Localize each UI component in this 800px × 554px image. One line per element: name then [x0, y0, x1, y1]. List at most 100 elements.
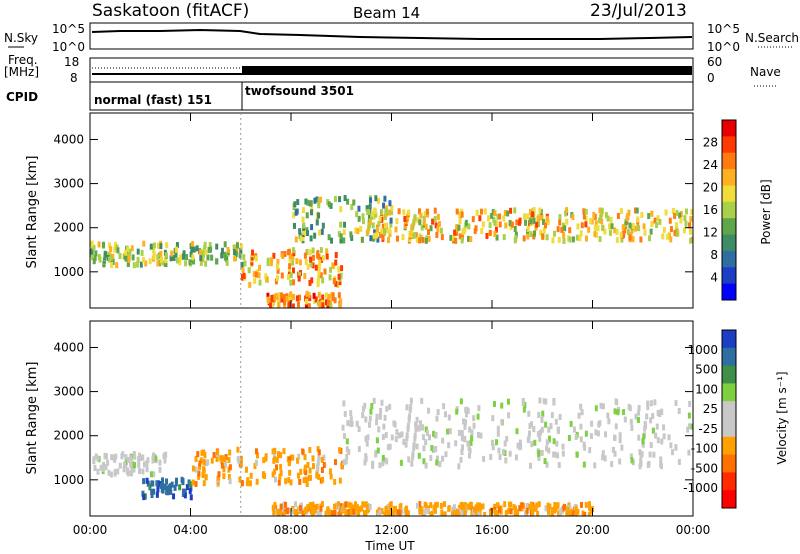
velocity-echo-cell: [649, 417, 653, 424]
power-echo-cell: [225, 259, 229, 266]
velocity-echo-cell: [342, 459, 346, 466]
velocity-echo-cell: [639, 458, 643, 465]
power-echo-cell: [292, 222, 296, 229]
velocity-echo-cell: [167, 484, 171, 491]
power-echo-cell: [558, 219, 562, 226]
velocity-echo-cell: [320, 456, 324, 463]
power-echo-cell: [451, 234, 455, 241]
power-colorbar-swatch: [722, 283, 736, 301]
power-echo-cell: [357, 205, 361, 212]
power-echo-cell: [130, 245, 134, 252]
velocity-echo-cell: [472, 422, 476, 429]
power-echo-cell: [539, 229, 543, 236]
nsearch-label: N.Search: [745, 31, 799, 45]
velocity-echo-cell: [124, 458, 128, 465]
power-echo-cell: [682, 227, 686, 234]
power-echo-cell: [257, 272, 261, 279]
power-echo-cell: [378, 215, 382, 222]
velocity-echo-cell: [537, 411, 541, 418]
power-echo-cell: [381, 234, 385, 241]
power-echo-cell: [310, 209, 314, 216]
power-echo-cell: [524, 219, 528, 226]
power-echo-cell: [533, 230, 537, 237]
velocity-echo-cell: [522, 502, 526, 509]
velocity-echo-cell: [161, 477, 165, 484]
velocity-ylabel: Slant Range [km]: [25, 362, 40, 475]
velocity-echo-cell: [367, 506, 371, 513]
power-echo-cell: [156, 253, 160, 260]
velocity-echo-cell: [432, 446, 436, 453]
power-echo-cell: [156, 260, 160, 267]
velocity-echo-cell: [433, 507, 437, 514]
power-echo-cell: [291, 303, 295, 308]
power-colorbar-label: Power [dB]: [759, 179, 773, 244]
power-echo-cell: [600, 210, 604, 217]
nave-tick-top: 60: [707, 55, 722, 69]
xtick-label: 20:00: [575, 523, 610, 537]
power-colorbar-tick: 16: [703, 203, 718, 217]
velocity-echo-cell: [202, 458, 206, 465]
velocity-echo-cell: [311, 501, 315, 508]
velocity-echo-cell: [432, 430, 436, 437]
power-echo-cell: [270, 257, 274, 264]
power-echo-cell: [159, 243, 163, 250]
power-echo-cell: [679, 217, 683, 224]
power-echo-cell: [368, 203, 372, 210]
power-echo-cell: [320, 256, 324, 263]
velocity-echo-cell: [540, 416, 544, 423]
power-echo-cell: [189, 243, 193, 250]
velocity-echo-cell: [392, 505, 396, 512]
velocity-echo-cell: [394, 511, 398, 516]
velocity-echo-cell: [659, 408, 663, 415]
power-echo-cell: [584, 221, 588, 228]
power-heatmap: [90, 195, 693, 308]
velocity-echo-cell: [178, 484, 182, 491]
velocity-echo-cell: [555, 440, 559, 447]
power-echo-cell: [667, 232, 671, 239]
power-echo-cell: [382, 202, 386, 209]
velocity-echo-cell: [434, 502, 438, 509]
velocity-echo-cell: [361, 501, 365, 508]
power-echo-cell: [308, 249, 312, 256]
power-echo-cell: [277, 298, 281, 305]
velocity-echo-cell: [537, 455, 541, 462]
velocity-echo-cell: [352, 508, 356, 515]
velocity-echo-cell: [189, 494, 193, 501]
power-echo-cell: [139, 261, 143, 268]
power-echo-cell: [306, 199, 310, 206]
velocity-echo-cell: [468, 426, 472, 433]
power-echo-cell: [458, 233, 462, 240]
power-echo-cell: [254, 255, 258, 262]
velocity-echo-cell: [472, 415, 476, 422]
power-echo-cell: [303, 252, 307, 259]
velocity-echo-cell: [296, 457, 300, 464]
cpid-label: CPID: [6, 90, 38, 104]
velocity-echo-cell: [435, 455, 439, 462]
power-echo-cell: [529, 231, 533, 238]
power-echo-cell: [584, 208, 588, 215]
velocity-echo-cell: [109, 471, 113, 478]
power-echo-cell: [190, 246, 194, 253]
velocity-colorbar-swatch: [722, 454, 736, 473]
power-echo-cell: [288, 294, 292, 301]
power-echo-cell: [106, 251, 110, 258]
power-echo-cell: [619, 207, 623, 214]
velocity-echo-cell: [304, 469, 308, 476]
velocity-echo-cell: [121, 451, 125, 458]
velocity-echo-cell: [315, 470, 319, 477]
velocity-echo-cell: [221, 455, 225, 462]
nsky-trace: [91, 28, 693, 40]
velocity-echo-cell: [514, 505, 518, 512]
power-echo-cell: [598, 217, 602, 224]
power-echo-cell: [461, 228, 465, 235]
velocity-echo-cell: [648, 451, 652, 458]
velocity-echo-cell: [316, 463, 320, 470]
power-echo-cell: [421, 236, 425, 243]
power-echo-cell: [418, 237, 422, 244]
velocity-echo-cell: [604, 431, 608, 438]
velocity-echo-cell: [378, 462, 382, 469]
velocity-echo-cell: [366, 434, 370, 441]
power-echo-cell: [174, 246, 178, 253]
power-echo-cell: [136, 256, 140, 263]
velocity-echo-cell: [460, 430, 464, 437]
